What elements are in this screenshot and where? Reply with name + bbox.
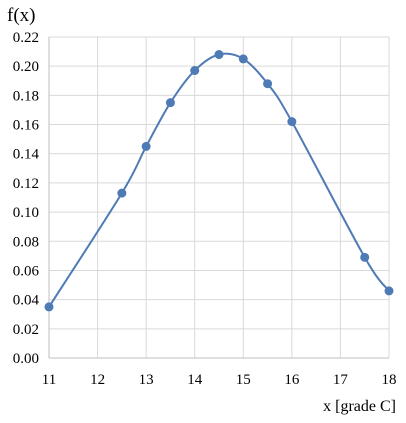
y-tick-label: 0.08 xyxy=(13,234,39,250)
data-point xyxy=(287,117,297,127)
y-tick-label: 0.18 xyxy=(13,88,39,104)
x-tick-label: 15 xyxy=(236,372,251,388)
y-axis-title: f(x) xyxy=(7,5,35,26)
y-tick-label: 0.00 xyxy=(13,351,39,367)
tick-labels: 0.00 0.02 0.04 0.06 0.08 0.10 0.12 0.14 0.16 0.18… xyxy=(13,30,397,388)
y-tick-label: 0.12 xyxy=(13,176,39,192)
y-tick-label: 0.20 xyxy=(13,59,39,75)
data-point xyxy=(190,66,200,76)
series-line-layer xyxy=(48,52,390,308)
y-tick-label: 0.22 xyxy=(13,30,39,46)
data-point xyxy=(44,302,54,312)
x-tick-label: 16 xyxy=(284,372,300,388)
y-tick-label: 0.04 xyxy=(13,293,40,309)
series-line xyxy=(48,52,390,308)
data-point xyxy=(214,50,224,60)
axes xyxy=(48,37,389,359)
data-point xyxy=(263,79,273,89)
x-tick-label: 12 xyxy=(90,372,105,388)
x-tick-label: 17 xyxy=(333,372,349,388)
data-point xyxy=(360,252,370,262)
data-point xyxy=(117,188,127,198)
y-tick-label: 0.10 xyxy=(13,205,39,221)
x-axis-title: x [grade C] xyxy=(323,398,396,415)
x-tick-label: 14 xyxy=(187,372,203,388)
data-point xyxy=(141,141,151,151)
x-tick-label: 11 xyxy=(42,372,56,388)
data-point xyxy=(384,286,394,296)
y-tick-label: 0.02 xyxy=(13,322,39,338)
y-tick-label: 0.16 xyxy=(13,118,40,134)
data-points xyxy=(44,50,394,312)
y-tick-label: 0.06 xyxy=(13,263,40,279)
data-point xyxy=(238,54,248,64)
grid xyxy=(49,36,390,358)
data-point xyxy=(165,98,175,108)
y-tick-label: 0.14 xyxy=(13,147,40,163)
x-tick-label: 18 xyxy=(382,372,397,388)
x-tick-label: 13 xyxy=(139,372,154,388)
